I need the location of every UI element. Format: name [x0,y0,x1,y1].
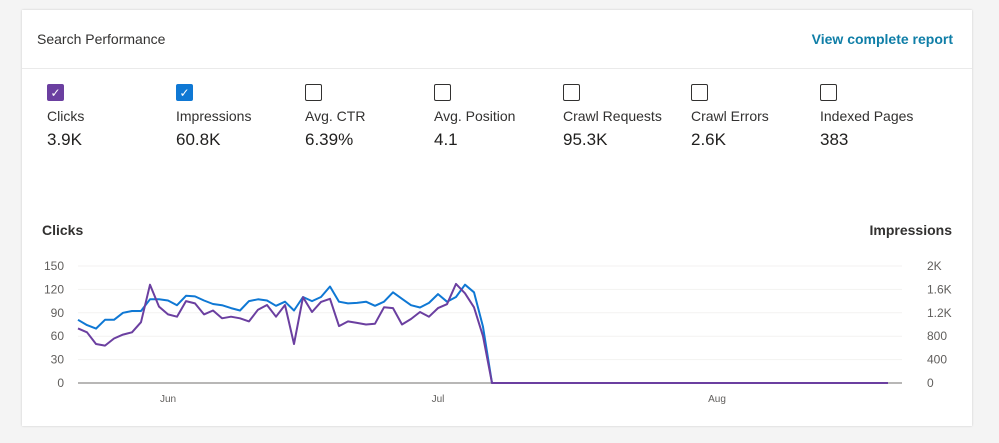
card-title: Search Performance [37,31,166,47]
checkmark-icon: ✓ [50,85,61,100]
crawl-requests-checkbox[interactable] [563,84,580,101]
checkmark-icon: ✓ [179,85,190,100]
metric-label: Avg. Position [434,108,516,124]
right-tick-label: 400 [927,353,947,367]
metric-crawl-errors[interactable]: Crawl Errors 2.6K [691,84,811,150]
metric-value: 3.9K [47,130,82,149]
left-tick-label: 30 [51,353,65,367]
metric-value: 383 [820,130,849,149]
avg-position-checkbox[interactable] [434,84,451,101]
metric-value: 2.6K [691,130,726,149]
right-tick-label: 0 [927,376,934,390]
right-tick-label: 2K [927,259,942,273]
right-tick-label: 1.6K [927,282,952,296]
left-tick-label: 90 [51,306,65,320]
metric-value: 6.39% [305,130,354,149]
crawl-errors-checkbox[interactable] [691,84,708,101]
left-tick-label: 150 [44,259,64,273]
metric-label: Impressions [176,108,252,124]
metric-impressions[interactable]: ✓ Impressions 60.8K [176,84,296,150]
search-performance-card: Search Performance View complete report [22,10,972,426]
metric-label: Crawl Requests [563,108,662,124]
metric-indexed-pages[interactable]: Indexed Pages 383 [820,84,940,150]
metric-clicks[interactable]: ✓ Clicks 3.9K [47,84,167,150]
avg-ctr-checkbox[interactable] [305,84,322,101]
metric-value: 95.3K [563,130,608,149]
x-tick-label: Aug [708,394,726,405]
metric-value: 60.8K [176,130,221,149]
left-axis-title: Clicks [42,222,84,238]
metric-label: Clicks [47,108,85,124]
metric-label: Indexed Pages [820,108,914,124]
metric-label: Crawl Errors [691,108,769,124]
metric-crawl-requests[interactable]: Crawl Requests 95.3K [563,84,683,150]
x-tick-label: Jun [160,394,176,405]
clicks-checkbox[interactable]: ✓ [47,84,64,101]
metric-avg-position[interactable]: Avg. Position 4.1 [434,84,554,150]
x-tick-label: Jul [432,394,445,405]
right-tick-label: 800 [927,329,947,343]
metric-label: Avg. CTR [305,108,366,124]
left-tick-label: 120 [44,282,64,296]
left-tick-label: 60 [51,329,65,343]
right-axis-title: Impressions [869,222,952,238]
metric-avg-ctr[interactable]: Avg. CTR 6.39% [305,84,425,150]
view-complete-report-link[interactable]: View complete report [811,31,953,47]
card-header: Search Performance View complete report [22,10,972,69]
clicks-series-line [77,282,888,384]
right-tick-label: 1.2K [927,306,952,320]
impressions-checkbox[interactable]: ✓ [176,84,193,101]
metric-value: 4.1 [434,130,458,149]
left-tick-label: 0 [57,376,64,390]
indexed-pages-checkbox[interactable] [820,84,837,101]
